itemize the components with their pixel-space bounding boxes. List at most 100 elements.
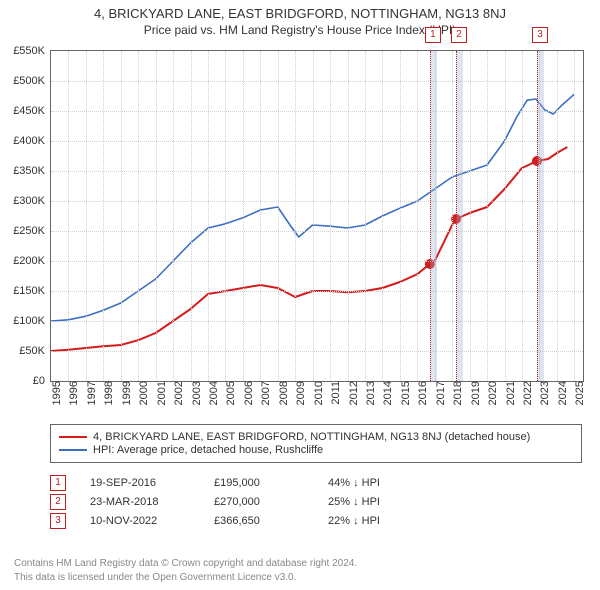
footer-line2: This data is licensed under the Open Gov… — [14, 571, 357, 585]
gridline-v — [138, 51, 139, 381]
gridline-v — [522, 51, 523, 381]
gridline-h — [51, 171, 583, 172]
x-tick-label: 2017 — [435, 381, 447, 405]
x-tick-label: 1997 — [86, 381, 98, 405]
chart-subtitle: Price paid vs. HM Land Registry's House … — [0, 23, 600, 37]
y-tick-label: £300K — [13, 195, 51, 207]
y-tick-label: £250K — [13, 225, 51, 237]
x-tick-label: 2010 — [313, 381, 325, 405]
legend-row-hpi: HPI: Average price, detached house, Rush… — [59, 444, 573, 456]
event-row-badge: 2 — [50, 494, 66, 510]
gridline-v — [574, 51, 575, 381]
event-row-price: £270,000 — [214, 496, 304, 508]
x-tick-label: 2019 — [470, 381, 482, 405]
gridline-v — [452, 51, 453, 381]
gridline-v — [557, 51, 558, 381]
gridline-v — [348, 51, 349, 381]
gridline-v — [243, 51, 244, 381]
chart-title: 4, BRICKYARD LANE, EAST BRIDGFORD, NOTTI… — [0, 6, 600, 21]
x-tick-label: 2025 — [574, 381, 586, 405]
y-tick-label: £400K — [13, 135, 51, 147]
x-tick-label: 2022 — [522, 381, 534, 405]
gridline-h — [51, 111, 583, 112]
x-tick-label: 2018 — [452, 381, 464, 405]
x-tick-label: 2023 — [539, 381, 551, 405]
x-tick-label: 1998 — [103, 381, 115, 405]
event-row-price: £195,000 — [214, 477, 304, 489]
gridline-v — [121, 51, 122, 381]
legend-swatch — [59, 436, 87, 438]
x-tick-label: 2021 — [505, 381, 517, 405]
legend: 4, BRICKYARD LANE, EAST BRIDGFORD, NOTTI… — [50, 424, 582, 463]
x-tick-label: 2015 — [400, 381, 412, 405]
gridline-h — [51, 351, 583, 352]
gridline-v — [191, 51, 192, 381]
event-bar — [456, 51, 463, 381]
event-bar — [537, 51, 544, 381]
x-tick-label: 2009 — [295, 381, 307, 405]
gridline-v — [365, 51, 366, 381]
legend-row-price-paid: 4, BRICKYARD LANE, EAST BRIDGFORD, NOTTI… — [59, 431, 573, 443]
event-row-date: 19-SEP-2016 — [90, 477, 190, 489]
x-tick-label: 2013 — [365, 381, 377, 405]
gridline-v — [103, 51, 104, 381]
gridline-v — [225, 51, 226, 381]
chart-container: 4, BRICKYARD LANE, EAST BRIDGFORD, NOTTI… — [0, 0, 600, 590]
gridline-v — [382, 51, 383, 381]
plot-area: £0£50K£100K£150K£200K£250K£300K£350K£400… — [50, 50, 584, 382]
gridline-v — [330, 51, 331, 381]
legend-label: HPI: Average price, detached house, Rush… — [93, 444, 323, 456]
gridline-h — [51, 141, 583, 142]
y-tick-label: £50K — [19, 345, 51, 357]
event-bar — [430, 51, 437, 381]
x-tick-label: 2000 — [138, 381, 150, 405]
y-tick-label: £350K — [13, 165, 51, 177]
gridline-v — [400, 51, 401, 381]
gridline-v — [68, 51, 69, 381]
footer-line1: Contains HM Land Registry data © Crown c… — [14, 557, 357, 571]
legend-label: 4, BRICKYARD LANE, EAST BRIDGFORD, NOTTI… — [93, 431, 530, 443]
x-tick-label: 2001 — [156, 381, 168, 405]
x-tick-label: 2003 — [191, 381, 203, 405]
y-tick-label: £550K — [13, 45, 51, 57]
gridline-h — [51, 81, 583, 82]
event-row-badge: 3 — [50, 513, 66, 529]
gridline-v — [505, 51, 506, 381]
gridline-v — [260, 51, 261, 381]
gridline-v — [278, 51, 279, 381]
x-tick-label: 2011 — [330, 381, 342, 405]
event-row-price: £366,650 — [214, 515, 304, 527]
y-tick-label: £500K — [13, 75, 51, 87]
gridline-h — [51, 321, 583, 322]
event-row-badge: 1 — [50, 475, 66, 491]
gridline-v — [470, 51, 471, 381]
event-row-date: 23-MAR-2018 — [90, 496, 190, 508]
x-tick-label: 2014 — [382, 381, 394, 405]
titles: 4, BRICKYARD LANE, EAST BRIDGFORD, NOTTI… — [0, 0, 600, 37]
x-tick-label: 2024 — [557, 381, 569, 405]
x-tick-label: 2020 — [487, 381, 499, 405]
x-tick-label: 2004 — [208, 381, 220, 405]
event-row: 310-NOV-2022£366,65022% ↓ HPI — [50, 513, 418, 529]
x-tick-label: 2006 — [243, 381, 255, 405]
x-tick-label: 2012 — [348, 381, 360, 405]
gridline-h — [51, 261, 583, 262]
gridline-h — [51, 291, 583, 292]
gridline-v — [487, 51, 488, 381]
footer: Contains HM Land Registry data © Crown c… — [14, 557, 357, 584]
legend-swatch — [59, 449, 87, 451]
gridline-v — [417, 51, 418, 381]
gridline-v — [173, 51, 174, 381]
x-tick-label: 2002 — [173, 381, 185, 405]
y-tick-label: £150K — [13, 285, 51, 297]
event-row: 1 19-SEP-2016 £195,000 44% ↓ HPI — [50, 475, 418, 491]
gridline-v — [156, 51, 157, 381]
events-table: 1 19-SEP-2016 £195,000 44% ↓ HPI 2 23-MAR-201… — [50, 472, 418, 532]
event-row-delta: 25% ↓ HPI — [328, 496, 418, 508]
gridline-v — [208, 51, 209, 381]
event-row-delta: 44% ↓ HPI — [328, 477, 418, 489]
x-tick-label: 1995 — [51, 381, 63, 405]
x-tick-label: 2008 — [278, 381, 290, 405]
event-row-date: 10-NOV-2022 — [90, 515, 190, 527]
chart-svg — [51, 51, 583, 381]
